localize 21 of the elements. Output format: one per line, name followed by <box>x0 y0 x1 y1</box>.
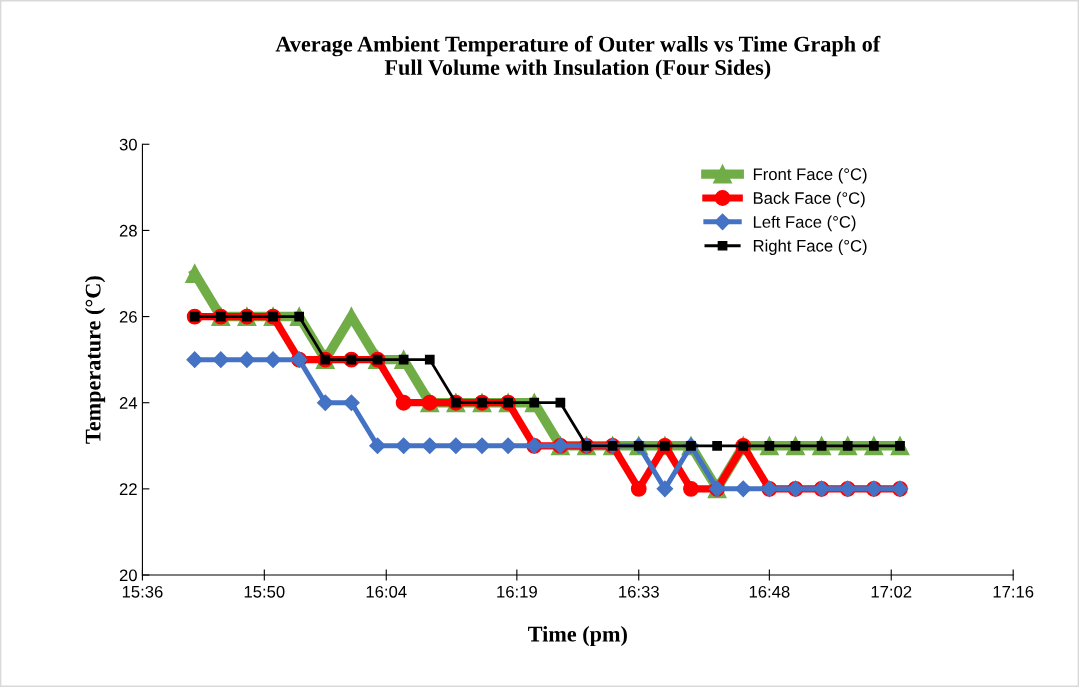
y-tick-label: 22 <box>119 483 137 495</box>
y-tick-label: 30 <box>119 138 137 151</box>
y-tick-label: 20 <box>119 569 137 582</box>
x-tick-label: 17:02 <box>871 585 912 598</box>
chart-title: Average Ambient Temperature of Outer walls vs Time Graph of Full Volume with Insulation (Four Sides) <box>275 35 881 80</box>
legend-label: Left Face (°C) <box>753 215 856 232</box>
legend-label: Back Face (°C) <box>753 191 865 208</box>
y-tick-label: 26 <box>119 310 137 323</box>
x-tick-label: 15:36 <box>122 585 163 598</box>
x-tick-label: 15:50 <box>244 585 285 598</box>
x-tick-label: 16:19 <box>497 585 537 598</box>
legend-label: Right Face (°C) <box>753 239 867 256</box>
x-tick-label: 16:04 <box>366 585 407 598</box>
x-tick-label: 17:16 <box>993 585 1034 598</box>
y-tick-label: 24 <box>119 397 138 409</box>
x-tick-label: 16:48 <box>749 585 790 598</box>
y-tick-label: 28 <box>119 224 137 237</box>
y-axis-title: Temperature (°C) <box>84 276 106 444</box>
legend-label: Front Face (°C) <box>753 167 867 184</box>
x-axis-title: Time (pm) <box>528 625 627 647</box>
x-tick-label: 16:33 <box>619 585 659 598</box>
